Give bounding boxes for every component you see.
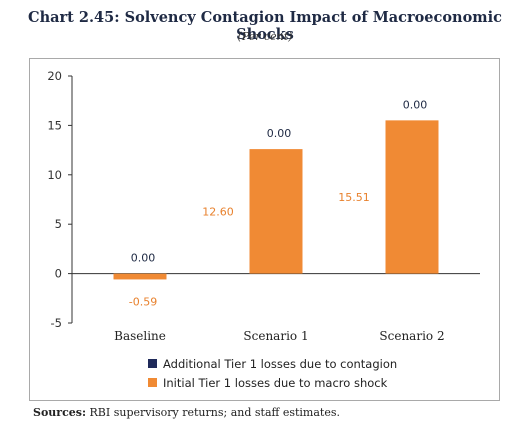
y-tick-label: 5 (55, 217, 62, 231)
y-tick-label: 15 (47, 118, 62, 132)
data-label-initial: -0.59 (129, 295, 157, 308)
chart-frame (29, 58, 500, 401)
legend-label-additional: Additional Tier 1 losses due to contagio… (163, 356, 398, 371)
y-tick-label: -5 (51, 316, 62, 330)
source-note: Sources: RBI supervisory returns; and st… (33, 406, 340, 419)
bar-initial (113, 273, 167, 280)
y-tick-label: 10 (47, 168, 62, 182)
source-label: Sources: (33, 406, 87, 419)
legend-label-initial: Initial Tier 1 losses due to macro shock (163, 375, 388, 390)
data-label-initial: 15.51 (338, 191, 370, 204)
bar-initial (385, 120, 439, 274)
x-category-label: Scenario 2 (379, 329, 444, 343)
y-tick-label: 20 (47, 69, 62, 83)
data-label-additional: 0.00 (131, 252, 156, 265)
chart-title: Chart 2.45: Solvency Contagion Impact of… (28, 9, 502, 43)
legend-item-additional: Additional Tier 1 losses due to contagio… (148, 354, 397, 373)
data-label-additional: 0.00 (403, 98, 428, 111)
y-tick-label: 0 (55, 267, 62, 281)
data-label-initial: 12.60 (202, 205, 234, 218)
bar-initial (249, 149, 303, 274)
legend-item-initial: Initial Tier 1 losses due to macro shock (148, 373, 397, 392)
x-category-label: Baseline (114, 329, 166, 343)
x-category-label: Scenario 1 (243, 329, 308, 343)
legend-swatch-initial (148, 378, 157, 387)
legend-swatch-additional (148, 359, 157, 368)
data-label-additional: 0.00 (267, 127, 292, 140)
chart-subtitle: (Per cent) (237, 30, 293, 43)
legend: Additional Tier 1 losses due to contagio… (148, 354, 397, 392)
source-text: RBI supervisory returns; and staff estim… (86, 406, 340, 419)
